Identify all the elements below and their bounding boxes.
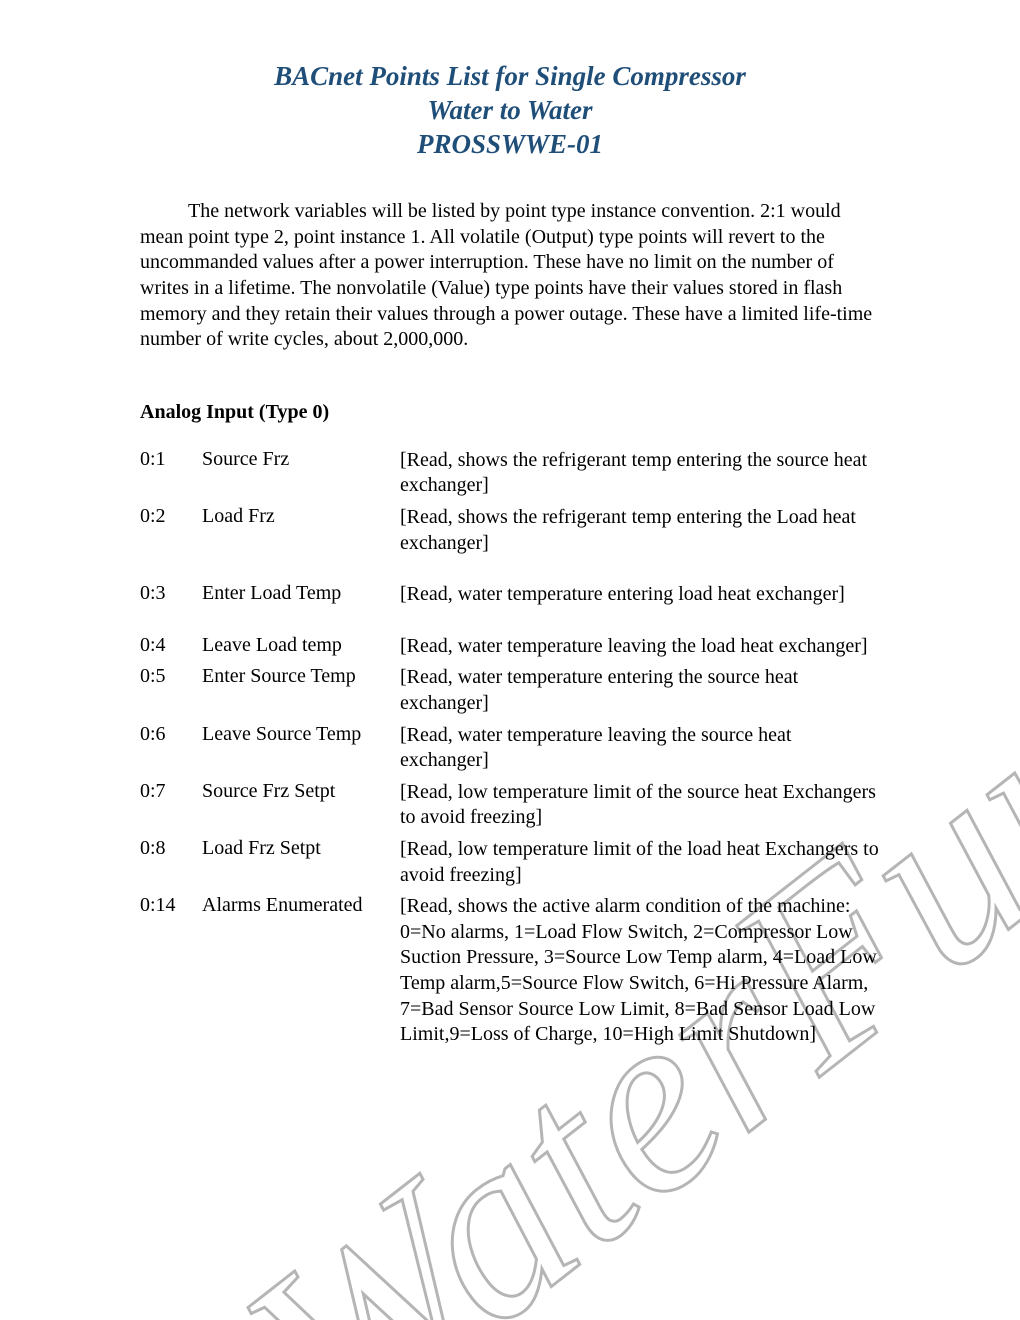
point-description: [Read, water temperature leaving the loa… — [400, 634, 880, 660]
section-heading: Analog Input (Type 0) — [140, 401, 880, 424]
page: BACnet Points List for Single Compressor… — [0, 0, 1020, 1114]
table-row: 0:2Load Frz[Read, shows the refrigerant … — [140, 505, 880, 556]
point-description: [Read, low temperature limit of the load… — [400, 837, 880, 888]
table-row: 0:3Enter Load Temp[Read, water temperatu… — [140, 582, 880, 608]
document-title: BACnet Points List for Single Compressor… — [140, 60, 880, 161]
point-description: [Read, low temperature limit of the sour… — [400, 780, 880, 831]
intro-paragraph: The network variables will be listed by … — [140, 199, 880, 353]
table-row: 0:5Enter Source Temp[Read, water tempera… — [140, 665, 880, 716]
point-description: [Read, water temperature entering load h… — [400, 582, 880, 608]
point-description: [Read, water temperature entering the so… — [400, 665, 880, 716]
points-table: 0:1Source Frz[Read, shows the refrigeran… — [140, 448, 880, 1048]
point-name: Source Frz Setpt — [202, 780, 400, 803]
point-name: Leave Load temp — [202, 634, 400, 657]
point-id: 0:7 — [140, 780, 202, 803]
point-description: [Read, shows the refrigerant temp enteri… — [400, 448, 880, 499]
point-name: Enter Source Temp — [202, 665, 400, 688]
point-id: 0:2 — [140, 505, 202, 528]
point-name: Alarms Enumerated — [202, 894, 400, 917]
title-line-3: PROSSWWE-01 — [140, 128, 880, 162]
point-description: [Read, shows the active alarm condition … — [400, 894, 880, 1048]
point-description: [Read, water temperature leaving the sou… — [400, 723, 880, 774]
table-row: 0:6Leave Source Temp[Read, water tempera… — [140, 723, 880, 774]
table-row: 0:1Source Frz[Read, shows the refrigeran… — [140, 448, 880, 499]
point-name: Load Frz Setpt — [202, 837, 400, 860]
point-name: Source Frz — [202, 448, 400, 471]
point-name: Leave Source Temp — [202, 723, 400, 746]
point-id: 0:14 — [140, 894, 202, 917]
title-line-2: Water to Water — [140, 94, 880, 128]
title-line-1: BACnet Points List for Single Compressor — [140, 60, 880, 94]
point-id: 0:6 — [140, 723, 202, 746]
point-id: 0:5 — [140, 665, 202, 688]
point-id: 0:1 — [140, 448, 202, 471]
table-row: 0:7Source Frz Setpt[Read, low temperatur… — [140, 780, 880, 831]
table-row: 0:14Alarms Enumerated[Read, shows the ac… — [140, 894, 880, 1048]
table-row: 0:8Load Frz Setpt[Read, low temperature … — [140, 837, 880, 888]
point-id: 0:4 — [140, 634, 202, 657]
point-description: [Read, shows the refrigerant temp enteri… — [400, 505, 880, 556]
point-id: 0:8 — [140, 837, 202, 860]
point-id: 0:3 — [140, 582, 202, 605]
point-name: Enter Load Temp — [202, 582, 400, 605]
point-name: Load Frz — [202, 505, 400, 528]
table-row: 0:4Leave Load temp[Read, water temperatu… — [140, 634, 880, 660]
